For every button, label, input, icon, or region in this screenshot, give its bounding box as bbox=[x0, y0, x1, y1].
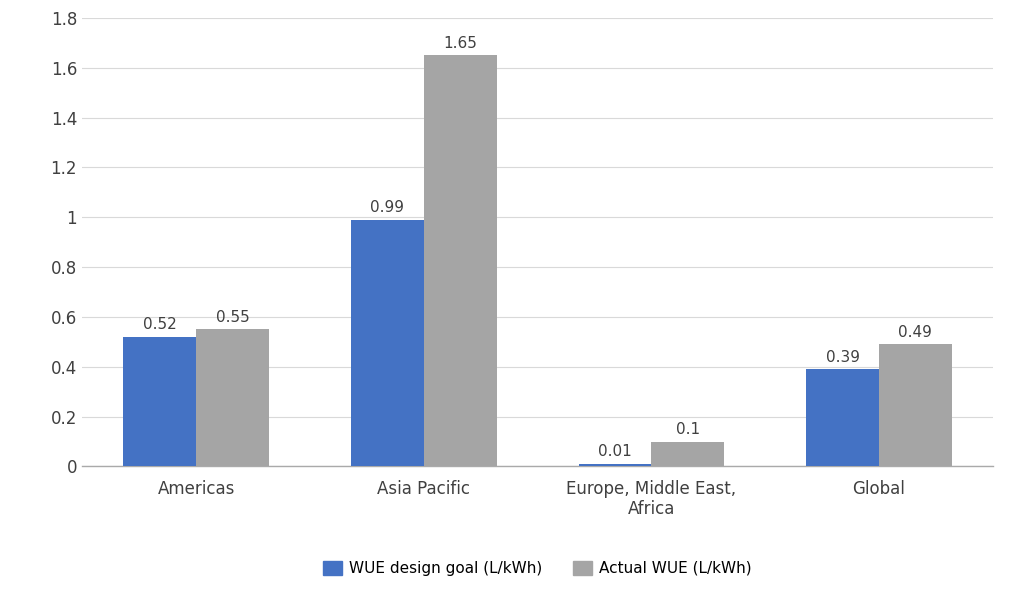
Bar bbox=[579, 464, 651, 466]
Legend: WUE design goal (L/kWh), Actual WUE (L/kWh): WUE design goal (L/kWh), Actual WUE (L/k… bbox=[317, 555, 758, 582]
Text: 0.52: 0.52 bbox=[143, 318, 176, 332]
Bar bbox=[651, 441, 724, 466]
Text: 1.65: 1.65 bbox=[443, 36, 477, 51]
Text: 0.55: 0.55 bbox=[216, 310, 250, 325]
Bar bbox=[351, 219, 424, 466]
Bar bbox=[424, 56, 497, 466]
Bar bbox=[806, 370, 879, 466]
Text: 0.49: 0.49 bbox=[898, 325, 933, 340]
Bar bbox=[879, 344, 952, 466]
Text: 0.01: 0.01 bbox=[598, 444, 632, 459]
Bar bbox=[197, 329, 269, 466]
Text: 0.1: 0.1 bbox=[676, 422, 699, 437]
Text: 0.39: 0.39 bbox=[825, 350, 859, 365]
Bar bbox=[123, 337, 197, 466]
Text: 0.99: 0.99 bbox=[371, 200, 404, 215]
